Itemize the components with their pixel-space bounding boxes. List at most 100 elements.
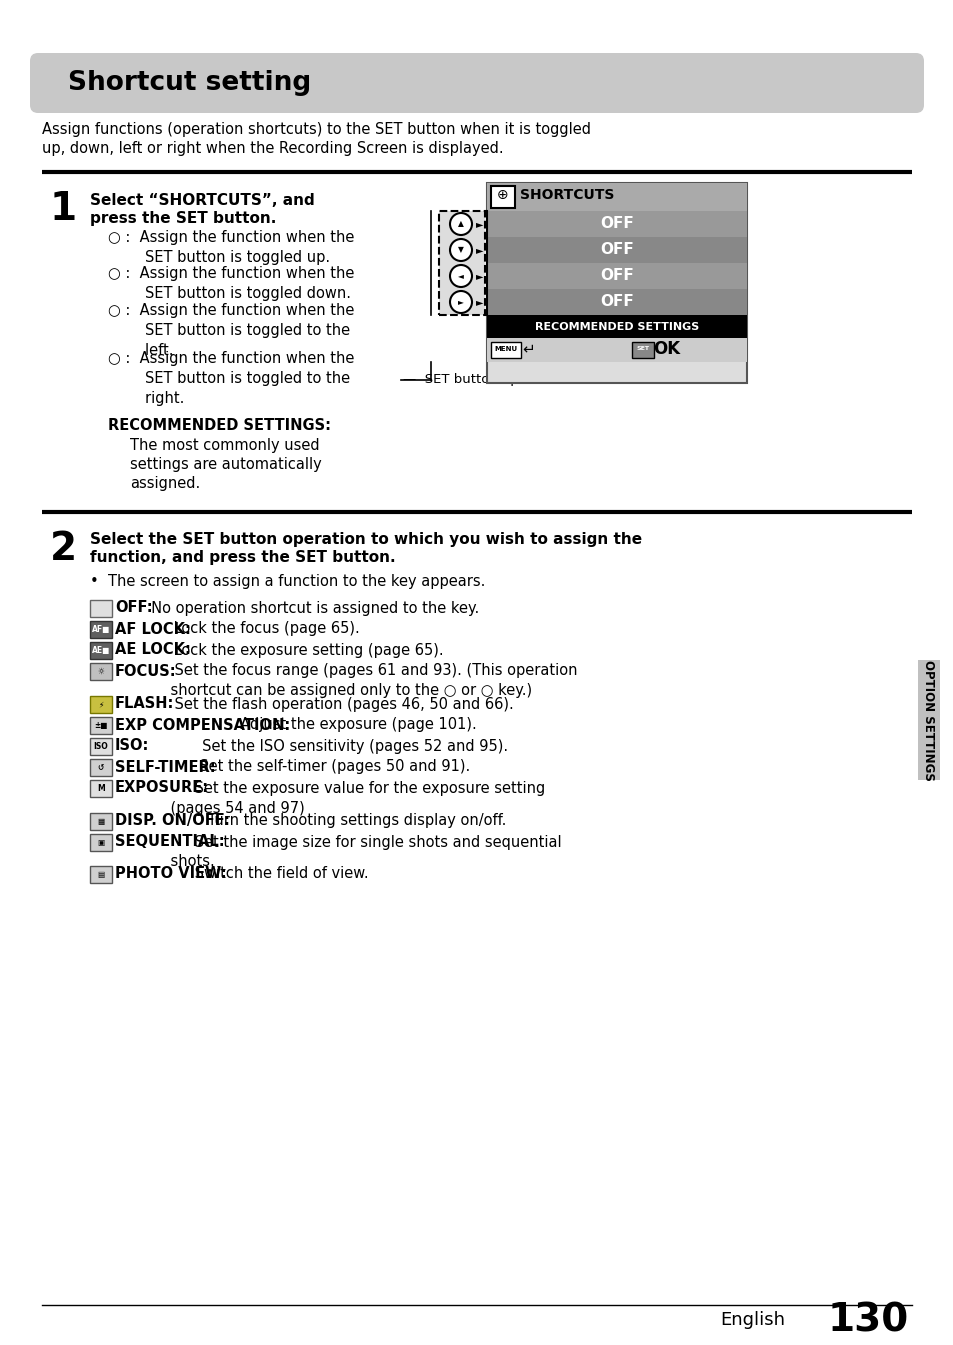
Text: 1: 1 <box>50 190 77 229</box>
Text: No operation shortcut is assigned to the key.: No operation shortcut is assigned to the… <box>142 600 479 616</box>
FancyBboxPatch shape <box>30 52 923 113</box>
Bar <box>486 183 746 383</box>
Text: (pages 54 and 97): (pages 54 and 97) <box>115 800 304 815</box>
Text: 130: 130 <box>826 1301 907 1340</box>
Text: ☼: ☼ <box>97 667 104 677</box>
Circle shape <box>450 213 472 235</box>
Text: AF LOCK:: AF LOCK: <box>115 621 191 636</box>
Text: FOCUS:: FOCUS: <box>115 663 176 678</box>
Text: ▲: ▲ <box>457 219 463 229</box>
Text: Select the SET button operation to which you wish to assign the: Select the SET button operation to which… <box>90 533 641 547</box>
Bar <box>917 660 939 780</box>
Text: SEQUENTIAL:: SEQUENTIAL: <box>115 834 224 850</box>
Bar <box>486 338 746 362</box>
Text: Shortcut setting: Shortcut setting <box>68 70 311 95</box>
Text: ►: ► <box>476 297 483 307</box>
Circle shape <box>450 265 472 286</box>
Bar <box>438 211 484 315</box>
Bar <box>631 342 654 358</box>
Bar <box>90 866 112 884</box>
Text: ↺: ↺ <box>98 763 104 772</box>
Text: Lock the exposure setting (page 65).: Lock the exposure setting (page 65). <box>170 643 443 658</box>
Text: MENU: MENU <box>494 346 517 352</box>
Bar <box>486 183 746 211</box>
Text: OFF: OFF <box>599 295 633 309</box>
Text: ○ :  Assign the function when the
        SET button is toggled to the
        l: ○ : Assign the function when the SET but… <box>108 303 354 358</box>
Text: RECOMMENDED SETTINGS: RECOMMENDED SETTINGS <box>535 321 699 331</box>
Text: Turn the shooting settings display on/off.: Turn the shooting settings display on/of… <box>203 814 506 829</box>
Text: Set the exposure value for the exposure setting: Set the exposure value for the exposure … <box>176 780 545 795</box>
Text: OFF:: OFF: <box>115 600 152 616</box>
Text: ►: ► <box>476 245 483 256</box>
Text: shots.: shots. <box>115 854 214 869</box>
Bar <box>90 663 112 681</box>
Text: FLASH:: FLASH: <box>115 697 174 712</box>
Text: SHORTCUTS: SHORTCUTS <box>519 188 614 202</box>
Text: Set the self-timer (pages 50 and 91).: Set the self-timer (pages 50 and 91). <box>190 760 470 775</box>
Text: ○ :  Assign the function when the
        SET button is toggled to the
        r: ○ : Assign the function when the SET but… <box>108 351 354 406</box>
Bar <box>90 621 112 638</box>
Bar <box>486 315 746 338</box>
Bar <box>491 186 515 208</box>
Text: Set the flash operation (pages 46, 50 and 66).: Set the flash operation (pages 46, 50 an… <box>155 697 513 712</box>
Text: —  SET button operations: — SET button operations <box>402 374 573 386</box>
Text: Set the image size for single shots and sequential: Set the image size for single shots and … <box>190 834 560 850</box>
Text: OFF: OFF <box>599 269 633 284</box>
Text: AE■: AE■ <box>91 646 111 655</box>
Bar <box>486 237 746 264</box>
Text: SELF-TIMER:: SELF-TIMER: <box>115 760 215 775</box>
Text: •  The screen to assign a function to the key appears.: • The screen to assign a function to the… <box>90 574 485 589</box>
Text: AF■: AF■ <box>91 625 111 633</box>
Text: ▼: ▼ <box>457 246 463 254</box>
Text: ↵: ↵ <box>522 342 535 356</box>
Text: ▣: ▣ <box>97 838 105 847</box>
Text: ►: ► <box>457 297 463 307</box>
Bar <box>90 642 112 659</box>
Text: ◄: ◄ <box>457 272 463 281</box>
Text: RECOMMENDED SETTINGS:: RECOMMENDED SETTINGS: <box>108 418 331 433</box>
Text: Set the ISO sensitivity (pages 52 and 95).: Set the ISO sensitivity (pages 52 and 95… <box>142 738 508 753</box>
Text: The most commonly used: The most commonly used <box>130 438 319 453</box>
Text: English: English <box>720 1311 784 1329</box>
Bar <box>486 289 746 315</box>
Text: ▦: ▦ <box>97 816 105 826</box>
Text: ISO:: ISO: <box>115 738 150 753</box>
Text: ISO: ISO <box>93 742 109 751</box>
Text: press the SET button.: press the SET button. <box>90 211 276 226</box>
Text: OPTION SETTINGS: OPTION SETTINGS <box>922 659 935 780</box>
Text: assigned.: assigned. <box>130 476 200 491</box>
Text: ○ :  Assign the function when the
        SET button is toggled down.: ○ : Assign the function when the SET but… <box>108 266 354 301</box>
Text: 2: 2 <box>50 530 77 568</box>
Text: EXPOSURE:: EXPOSURE: <box>115 780 209 795</box>
Bar <box>486 264 746 289</box>
Text: ○ :  Assign the function when the
        SET button is toggled up.: ○ : Assign the function when the SET but… <box>108 230 354 265</box>
Bar <box>486 211 746 237</box>
Text: up, down, left or right when the Recording Screen is displayed.: up, down, left or right when the Recordi… <box>42 141 503 156</box>
Circle shape <box>450 239 472 261</box>
Text: shortcut can be assigned only to the ○ or ○ key.): shortcut can be assigned only to the ○ o… <box>115 683 532 698</box>
Text: Assign functions (operation shortcuts) to the SET button when it is toggled: Assign functions (operation shortcuts) t… <box>42 122 590 137</box>
Text: function, and press the SET button.: function, and press the SET button. <box>90 550 395 565</box>
Text: OFF: OFF <box>599 242 633 257</box>
Text: EXP COMPENSATION:: EXP COMPENSATION: <box>115 717 290 733</box>
Text: PHOTO VIEW:: PHOTO VIEW: <box>115 866 227 881</box>
Text: Select “SHORTCUTS”, and: Select “SHORTCUTS”, and <box>90 192 314 208</box>
Text: OFF: OFF <box>599 217 633 231</box>
Bar <box>90 695 112 713</box>
Text: Adjust the exposure (page 101).: Adjust the exposure (page 101). <box>231 717 476 733</box>
Bar <box>90 834 112 851</box>
Text: Lock the focus (page 65).: Lock the focus (page 65). <box>170 621 360 636</box>
Bar <box>90 738 112 755</box>
Text: ±■: ±■ <box>94 721 108 730</box>
Text: AE LOCK:: AE LOCK: <box>115 643 191 658</box>
Text: settings are automatically: settings are automatically <box>130 457 321 472</box>
Text: OK: OK <box>653 340 679 358</box>
Bar <box>90 600 112 617</box>
Bar <box>491 342 520 358</box>
Text: ⚡: ⚡ <box>98 699 104 709</box>
Circle shape <box>450 291 472 313</box>
Text: Switch the field of view.: Switch the field of view. <box>190 866 368 881</box>
Bar <box>90 780 112 798</box>
Bar <box>90 717 112 734</box>
Bar <box>90 759 112 776</box>
